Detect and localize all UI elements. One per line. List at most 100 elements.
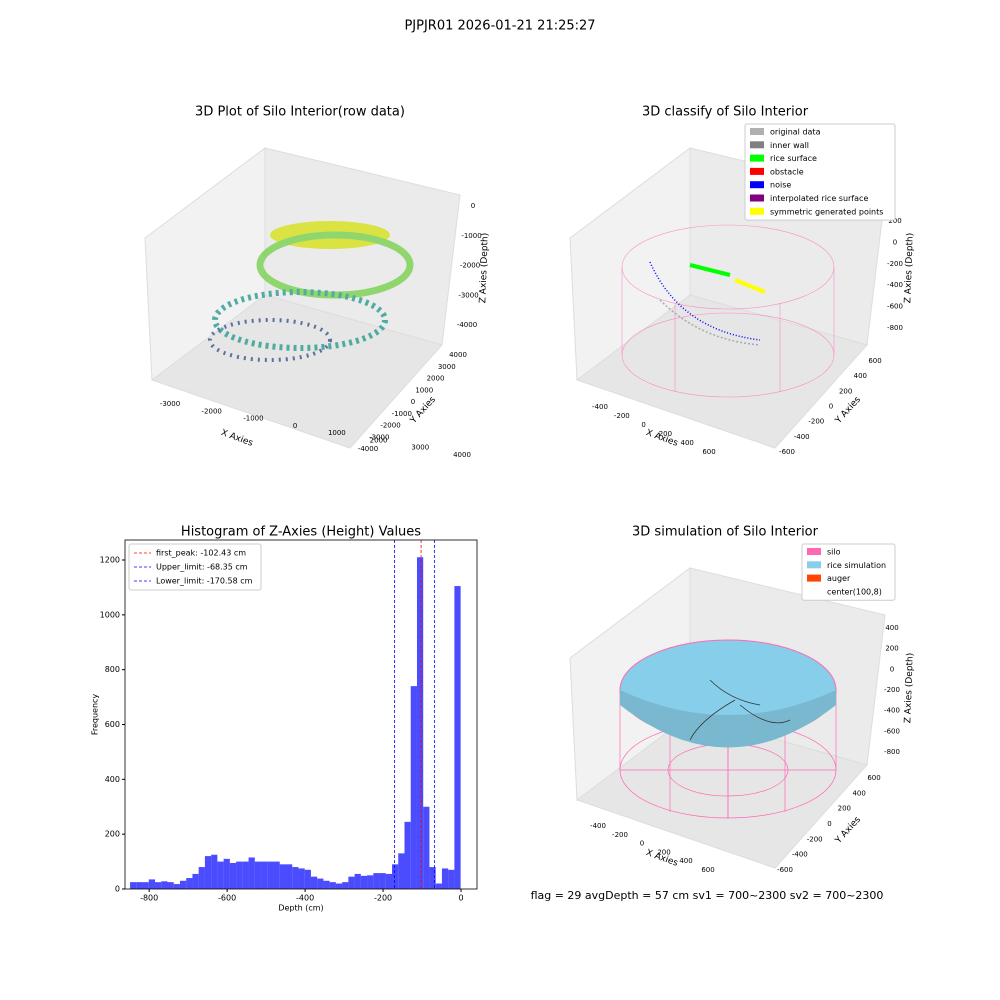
bar	[354, 873, 361, 889]
legend-label: symmetric generated points	[770, 207, 883, 216]
z-tick-label: -400	[887, 281, 903, 289]
bar	[392, 864, 399, 889]
bar	[223, 858, 230, 889]
y-tick-label: -2000	[380, 422, 400, 430]
z-tick-label: -3000	[458, 291, 478, 299]
legend-label: rice simulation	[827, 561, 886, 570]
bar	[423, 806, 430, 889]
bar	[273, 861, 280, 889]
bar	[367, 875, 374, 889]
z-tick-label: -400	[884, 707, 900, 715]
y-tick-label: 3000	[438, 363, 456, 371]
bar	[136, 882, 143, 889]
bar	[379, 873, 386, 889]
y-tick-label: 2000	[427, 375, 445, 383]
y-tick-label: -4000	[358, 445, 378, 453]
x-tick-label: 400	[679, 857, 692, 865]
legend-label: first_peak: -102.43 cm	[156, 549, 246, 558]
chart-title: 3D Plot of Silo Interior(row data)	[195, 105, 405, 120]
x-tick-label: 600	[702, 448, 715, 456]
bar	[335, 883, 343, 889]
z-tick-label: -800	[887, 324, 903, 332]
x-tick-label: 0	[641, 421, 645, 429]
y-axis-label: Y Axies	[833, 815, 863, 847]
y-tick-label: 0	[115, 885, 120, 894]
legend-label: inner wall	[770, 141, 809, 150]
y-tick-label: -400	[792, 851, 808, 859]
y-tick-label: -600	[779, 448, 795, 456]
y-tick-label: 4000	[449, 351, 467, 359]
bar	[148, 879, 156, 889]
z-tick-label: 0	[471, 202, 475, 210]
bar	[130, 882, 137, 889]
bar	[248, 857, 255, 889]
bar	[360, 875, 368, 889]
z-tick-label: 200	[888, 217, 901, 225]
bar	[454, 586, 461, 889]
bar	[192, 873, 199, 889]
bar	[441, 868, 449, 889]
y-tick-label: 0	[411, 398, 415, 406]
y-tick-label: -3000	[369, 433, 389, 441]
z-axis-label: Z Axies (Depth)	[903, 653, 915, 724]
bar	[323, 880, 330, 889]
bar	[267, 861, 274, 889]
footer: flag = 29 avgDepth = 57 cm sv1 = 700~230…	[531, 889, 884, 902]
bar	[385, 873, 393, 889]
bar	[348, 876, 355, 889]
y-tick-label: -200	[807, 835, 823, 843]
legend-label: silo	[827, 548, 841, 557]
legend-label: noise	[770, 181, 791, 190]
legend-label: Lower_limit: -170.58 cm	[156, 577, 253, 586]
x-tick-label: 200	[657, 848, 670, 856]
bar	[429, 867, 436, 889]
y-tick-label: -600	[777, 866, 793, 874]
bar	[242, 861, 249, 889]
y-tick-label: 800	[105, 665, 120, 674]
bar	[398, 853, 405, 889]
chart-title: Histogram of Z-Axies (Height) Values	[181, 525, 421, 540]
z-tick-label: -4000	[457, 321, 477, 329]
plot-frame	[124, 539, 478, 890]
bar	[435, 883, 442, 889]
y-tick-label: 200	[839, 387, 852, 395]
legend-swatch	[750, 154, 764, 162]
bar	[142, 882, 149, 889]
x-tick-label: 0	[293, 422, 297, 430]
bar	[310, 876, 318, 889]
bar	[279, 864, 286, 889]
pane	[575, 714, 868, 869]
legend	[744, 123, 896, 221]
z-axis-label: Z Axies (Depth)	[903, 233, 915, 304]
bar	[317, 878, 324, 889]
bar	[198, 867, 205, 889]
legend-swatch	[750, 167, 764, 175]
bar	[292, 867, 299, 889]
z-tick-label: -200	[884, 686, 900, 694]
z-tick-label: -600	[884, 727, 900, 735]
bar	[304, 869, 311, 889]
legend-label: rice surface	[770, 154, 817, 163]
bar	[342, 882, 349, 889]
suptitle: PJPJR01 2026-01-21 21:25:27	[404, 19, 595, 34]
z-tick-label: -2000	[460, 262, 480, 270]
legend-label: interpolated rice surface	[770, 194, 868, 203]
bar	[179, 880, 187, 889]
y-tick-label: 1000	[100, 610, 120, 619]
x-tick-label: 0	[640, 840, 644, 848]
x-tick-label: -400	[296, 894, 314, 903]
bar	[229, 862, 237, 889]
bar	[373, 873, 380, 889]
bar	[161, 881, 168, 889]
bar	[204, 856, 212, 889]
legend-swatch	[807, 587, 821, 595]
bar	[186, 878, 193, 889]
legend-label: Upper_limit: -68.35 cm	[156, 563, 248, 572]
x-tick-label: 0	[458, 894, 463, 903]
y-tick-label: 0	[829, 403, 833, 411]
y-tick-label: 0	[827, 820, 831, 828]
y-tick-label: 600	[105, 720, 120, 729]
bar	[410, 686, 417, 889]
bar	[261, 861, 268, 889]
bar	[298, 868, 305, 889]
